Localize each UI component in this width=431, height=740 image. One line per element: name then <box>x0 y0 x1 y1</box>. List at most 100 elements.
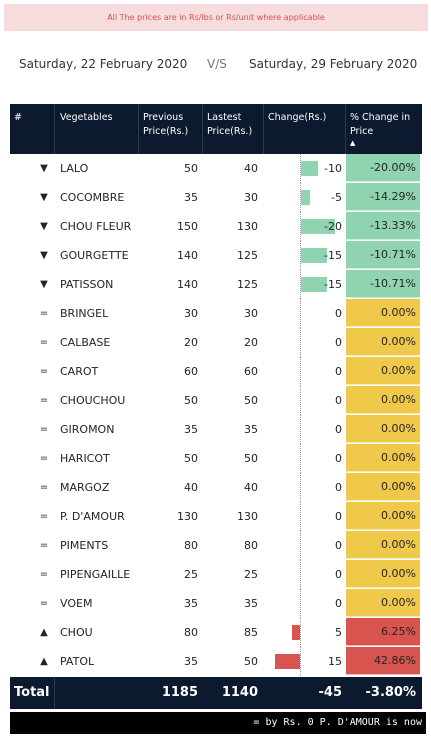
vegetable-name: CHOU FLEUR <box>60 220 132 233</box>
change-cell: 15 <box>264 647 344 676</box>
change-cell: -10 <box>264 154 344 183</box>
vegetable-name: MARGOZ <box>60 481 110 494</box>
change-bar <box>274 654 300 669</box>
change-axis <box>300 241 301 270</box>
sort-ascending-icon[interactable]: ▲ <box>350 139 356 147</box>
change-cell: 0 <box>264 589 344 618</box>
vegetable-name: CHOUCHOU <box>60 394 126 407</box>
vegetable-name: CAROT <box>60 365 99 378</box>
header-index[interactable]: # <box>14 112 22 123</box>
table-row[interactable]: ▲ CHOU 80 85 5 6.25% <box>10 618 422 647</box>
trend-indicator-icon: = <box>39 569 49 580</box>
trend-indicator-icon: ▲ <box>40 656 48 667</box>
table-row[interactable]: ▼ GOURGETTE 140 125 -15 -10.71% <box>10 241 422 270</box>
header-vegetables[interactable]: Vegetables <box>60 112 113 123</box>
previous-price: 35 <box>184 191 198 204</box>
pct-change-value: 0.00% <box>346 444 420 472</box>
vegetable-name: BRINGEL <box>60 307 109 320</box>
previous-price: 35 <box>184 655 198 668</box>
table-row[interactable]: = CALBASE 20 20 0 0.00% <box>10 328 422 357</box>
trend-indicator-icon: ▼ <box>40 163 48 174</box>
table-row[interactable]: = VOEM 35 35 0 0.00% <box>10 589 422 618</box>
change-cell: 0 <box>264 386 344 415</box>
table-row[interactable]: = HARICOT 50 50 0 0.00% <box>10 444 422 473</box>
change-axis <box>300 560 301 589</box>
header-previous-price[interactable]: Previous Price(Rs.) <box>143 112 189 137</box>
latest-price: 85 <box>244 626 258 639</box>
latest-price: 130 <box>237 220 258 233</box>
latest-price: 130 <box>237 510 258 523</box>
change-bar <box>301 190 310 205</box>
change-value: 0 <box>335 510 342 523</box>
change-value: -15 <box>324 278 342 291</box>
previous-price: 140 <box>177 249 198 262</box>
table-row[interactable]: ▼ LALO 50 40 -10 -20.00% <box>10 154 422 183</box>
change-value: 5 <box>335 626 342 639</box>
change-axis <box>300 589 301 618</box>
header-pct-change[interactable]: % Change in Price ▲ <box>346 104 422 154</box>
change-value: 0 <box>335 539 342 552</box>
change-cell: 0 <box>264 328 344 357</box>
previous-price: 50 <box>184 452 198 465</box>
total-pct: -3.80% <box>365 685 417 700</box>
table-row[interactable]: = PIPENGAILLE 25 25 0 0.00% <box>10 560 422 589</box>
table-row[interactable]: = P. D'AMOUR 130 130 0 0.00% <box>10 502 422 531</box>
change-cell: -15 <box>264 270 344 299</box>
change-cell: -20 <box>264 212 344 241</box>
table-row[interactable]: = CHOUCHOU 50 50 0 0.00% <box>10 386 422 415</box>
table-row[interactable]: = CAROT 60 60 0 0.00% <box>10 357 422 386</box>
table-row[interactable]: ▼ COCOMBRE 35 30 -5 -14.29% <box>10 183 422 212</box>
trend-indicator-icon: = <box>39 337 49 348</box>
change-value: 15 <box>328 655 342 668</box>
change-value: 0 <box>335 568 342 581</box>
change-cell: -15 <box>264 241 344 270</box>
trend-indicator-icon: = <box>39 598 49 609</box>
vegetable-name: PIMENTS <box>60 539 109 552</box>
table-row[interactable]: ▼ CHOU FLEUR 150 130 -20 -13.33% <box>10 212 422 241</box>
ticker-text: = by Rs. 0 P. D'AMOUR is now <box>253 717 422 728</box>
change-axis <box>300 183 301 212</box>
previous-price: 35 <box>184 597 198 610</box>
change-value: 0 <box>335 394 342 407</box>
previous-price: 50 <box>184 394 198 407</box>
total-change: -45 <box>318 685 343 700</box>
previous-price: 30 <box>184 307 198 320</box>
table-row[interactable]: = GIROMON 35 35 0 0.00% <box>10 415 422 444</box>
change-cell: 0 <box>264 299 344 328</box>
header-latest-price[interactable]: Lastest Price(Rs.) <box>207 112 253 137</box>
table-row[interactable]: = BRINGEL 30 30 0 0.00% <box>10 299 422 328</box>
change-bar <box>291 625 300 640</box>
latest-price: 40 <box>244 162 258 175</box>
change-cell: 0 <box>264 444 344 473</box>
total-latest: 1140 <box>221 685 258 700</box>
header-change[interactable]: Change(Rs.) <box>268 112 327 123</box>
pct-change-value: 0.00% <box>346 473 420 501</box>
pct-change-value: -14.29% <box>346 183 420 211</box>
total-row: Total 1185 1140 -45 -3.80% <box>10 677 422 709</box>
table-row[interactable]: = PIMENTS 80 80 0 0.00% <box>10 531 422 560</box>
change-axis <box>300 502 301 531</box>
change-value: 0 <box>335 452 342 465</box>
latest-price: 30 <box>244 191 258 204</box>
pct-change-value: -20.00% <box>346 154 420 182</box>
vegetable-name: PATOL <box>60 655 95 668</box>
change-value: 0 <box>335 481 342 494</box>
previous-price: 50 <box>184 162 198 175</box>
change-axis <box>300 212 301 241</box>
trend-indicator-icon: = <box>39 540 49 551</box>
table-row[interactable]: ▼ PATISSON 140 125 -15 -10.71% <box>10 270 422 299</box>
change-value: -10 <box>324 162 342 175</box>
pct-change-value: 0.00% <box>346 531 420 559</box>
previous-price: 130 <box>177 510 198 523</box>
vegetable-name: PIPENGAILLE <box>60 568 131 581</box>
trend-indicator-icon: = <box>39 424 49 435</box>
table-row[interactable]: ▲ PATOL 35 50 15 42.86% <box>10 647 422 676</box>
header-pct-change-label: % Change in Price <box>350 112 411 137</box>
change-cell: 0 <box>264 415 344 444</box>
table-row[interactable]: = MARGOZ 40 40 0 0.00% <box>10 473 422 502</box>
previous-price: 40 <box>184 481 198 494</box>
trend-indicator-icon: = <box>39 366 49 377</box>
pct-change-value: 0.00% <box>346 328 420 356</box>
vegetable-name: CHOU <box>60 626 93 639</box>
latest-price: 35 <box>244 423 258 436</box>
